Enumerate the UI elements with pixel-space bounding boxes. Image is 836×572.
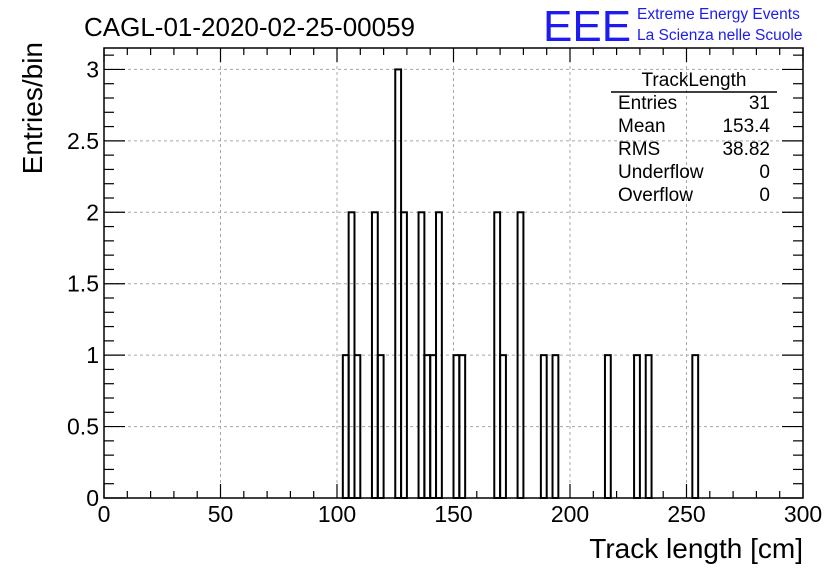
stats-box: TrackLength Entries 31 Mean 153.4 RMS 38.82 Un…	[611, 70, 777, 206]
stats-name: TrackLength	[642, 70, 747, 91]
x-tick-label: 150	[434, 501, 472, 527]
x-tick-label: 250	[667, 501, 705, 527]
x-tick-label: 0	[98, 501, 111, 527]
stats-label: Overflow	[618, 185, 693, 206]
y-tick-label: 0	[86, 485, 99, 511]
run-title: CAGL-01-2020-02-25-00059	[84, 12, 415, 42]
stats-value: 0	[759, 185, 770, 206]
logo-letters: EEE	[543, 2, 631, 51]
y-tick-label: 3	[86, 56, 99, 82]
stats-label: Underflow	[618, 162, 704, 183]
stats-label: RMS	[618, 139, 660, 160]
y-axis-title: Entries/bin	[17, 42, 48, 174]
eee-logo: EEE Extreme Energy Events La Scienza nel…	[543, 2, 802, 51]
x-tick-label: 300	[784, 501, 822, 527]
grid	[104, 48, 803, 498]
logo-line1: Extreme Energy Events	[637, 6, 800, 23]
y-tick-label: 0.5	[67, 414, 99, 440]
stats-value: 38.82	[722, 139, 770, 160]
y-tick-label: 1	[86, 342, 99, 368]
x-tick-label: 200	[551, 501, 589, 527]
stats-label: Entries	[618, 93, 677, 114]
stats-label: Mean	[618, 116, 666, 137]
x-tick-labels: 0 50 100 150 200 250 300	[98, 501, 823, 527]
x-axis-title: Track length [cm]	[589, 533, 803, 564]
x-tick-label: 100	[318, 501, 356, 527]
y-tick-label: 2	[86, 199, 99, 225]
logo-line2: La Scienza nelle Scuole	[637, 27, 802, 44]
stats-value: 31	[749, 93, 770, 114]
y-tick-label: 2.5	[67, 128, 99, 154]
stats-value: 153.4	[722, 116, 770, 137]
y-tick-labels: 0 0.5 1 1.5 2 2.5 3	[67, 56, 99, 511]
stats-value: 0	[759, 162, 770, 183]
x-tick-label: 50	[208, 501, 234, 527]
stats-rows: Entries 31 Mean 153.4 RMS 38.82 Underflow 0 Over…	[618, 93, 770, 206]
axis-ticks	[103, 48, 804, 499]
y-tick-label: 1.5	[67, 271, 99, 297]
